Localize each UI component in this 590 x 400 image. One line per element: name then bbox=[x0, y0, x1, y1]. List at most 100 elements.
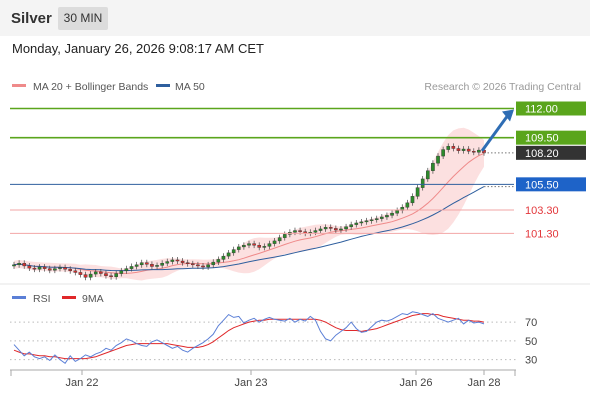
candle bbox=[415, 187, 420, 197]
candle bbox=[354, 222, 359, 225]
candle bbox=[298, 230, 302, 232]
candle bbox=[231, 249, 236, 254]
legend-ma20: MA 20 + Bollinger Bands bbox=[33, 81, 148, 93]
candle bbox=[58, 267, 62, 269]
candle bbox=[293, 230, 297, 233]
candle bbox=[466, 148, 471, 152]
candle bbox=[12, 264, 16, 267]
candle bbox=[83, 274, 88, 278]
legend-swatch-rsi bbox=[12, 296, 26, 299]
level-box-112.00 bbox=[516, 101, 586, 116]
legend-rsi: RSI bbox=[33, 293, 51, 305]
ma9-line bbox=[13, 313, 485, 360]
candle bbox=[201, 265, 205, 268]
level-label-112.00: 112.00 bbox=[525, 104, 558, 116]
candle bbox=[170, 259, 175, 262]
candle bbox=[134, 264, 139, 267]
candle bbox=[196, 264, 200, 267]
level-box-105.50 bbox=[516, 177, 586, 192]
candle bbox=[236, 246, 241, 250]
candle bbox=[461, 148, 466, 151]
candle bbox=[339, 228, 343, 231]
legend-ma50: MA 50 bbox=[175, 81, 205, 93]
candle bbox=[451, 146, 456, 149]
candle bbox=[436, 155, 440, 164]
legend-9ma: 9MA bbox=[82, 293, 104, 305]
candle bbox=[364, 220, 369, 223]
candle bbox=[318, 228, 323, 231]
candle bbox=[93, 271, 98, 275]
rsi-tick-70: 70 bbox=[525, 317, 537, 329]
level-box-108.20 bbox=[516, 145, 586, 160]
ma50-line bbox=[13, 186, 485, 272]
candle bbox=[456, 148, 461, 151]
target-arrow bbox=[480, 115, 509, 152]
candle bbox=[395, 210, 399, 214]
candle bbox=[180, 260, 185, 263]
research-credit: Research © 2026 Trading Central bbox=[424, 81, 581, 93]
candle bbox=[405, 202, 410, 208]
candle bbox=[17, 263, 21, 266]
candle bbox=[104, 273, 108, 276]
candle bbox=[369, 219, 374, 221]
level-box-109.50 bbox=[516, 130, 586, 145]
candle bbox=[313, 230, 318, 233]
candle bbox=[374, 218, 379, 220]
candle bbox=[359, 221, 364, 224]
candle bbox=[471, 151, 476, 153]
candle bbox=[175, 259, 180, 262]
candle bbox=[68, 268, 72, 272]
candle bbox=[441, 149, 445, 157]
candle bbox=[63, 267, 67, 270]
candle bbox=[272, 240, 277, 244]
candle bbox=[119, 270, 124, 274]
candle bbox=[53, 268, 57, 271]
candle bbox=[349, 224, 353, 227]
legend-swatch-9ma bbox=[62, 296, 76, 299]
candle bbox=[155, 265, 159, 267]
candle bbox=[109, 275, 113, 277]
candle bbox=[390, 212, 394, 216]
candle bbox=[446, 146, 451, 150]
candle bbox=[114, 273, 118, 277]
rsi-line bbox=[13, 311, 485, 365]
candle bbox=[328, 227, 333, 229]
rsi-tick-50: 50 bbox=[525, 336, 537, 348]
candle bbox=[32, 267, 37, 270]
candle bbox=[431, 162, 435, 171]
candle bbox=[380, 216, 384, 219]
candle bbox=[385, 215, 389, 218]
candle bbox=[37, 266, 42, 270]
candle bbox=[150, 264, 154, 267]
candle bbox=[344, 226, 348, 230]
candle bbox=[262, 246, 267, 248]
candle bbox=[145, 262, 149, 265]
candle bbox=[420, 178, 425, 188]
candle bbox=[226, 252, 231, 257]
candle bbox=[477, 149, 481, 153]
candle bbox=[124, 268, 129, 272]
level-label-101.30: 101.30 bbox=[525, 228, 559, 240]
bollinger-bands bbox=[14, 127, 484, 281]
candle bbox=[426, 170, 430, 180]
candle bbox=[247, 243, 251, 246]
candle bbox=[99, 271, 103, 274]
candle bbox=[282, 234, 287, 238]
rsi-tick-30: 30 bbox=[525, 355, 537, 367]
ma20-line bbox=[13, 152, 485, 274]
candle bbox=[252, 243, 256, 246]
level-label-105.50: 105.50 bbox=[525, 179, 559, 191]
instrument-title: Silver bbox=[11, 10, 52, 27]
candle bbox=[47, 268, 52, 271]
candle bbox=[206, 264, 210, 268]
legend-swatch-ma20 bbox=[12, 84, 26, 87]
candle bbox=[78, 272, 83, 275]
timestamp: Monday, January 26, 2026 9:08:17 AM CET bbox=[12, 41, 264, 56]
candle bbox=[221, 255, 226, 260]
x-tick-label: Jan 28 bbox=[467, 377, 500, 389]
candle bbox=[267, 243, 272, 247]
legend-swatch-ma50 bbox=[156, 84, 170, 87]
candle bbox=[185, 262, 190, 264]
timeframe-button[interactable]: 30 MIN bbox=[58, 7, 108, 30]
